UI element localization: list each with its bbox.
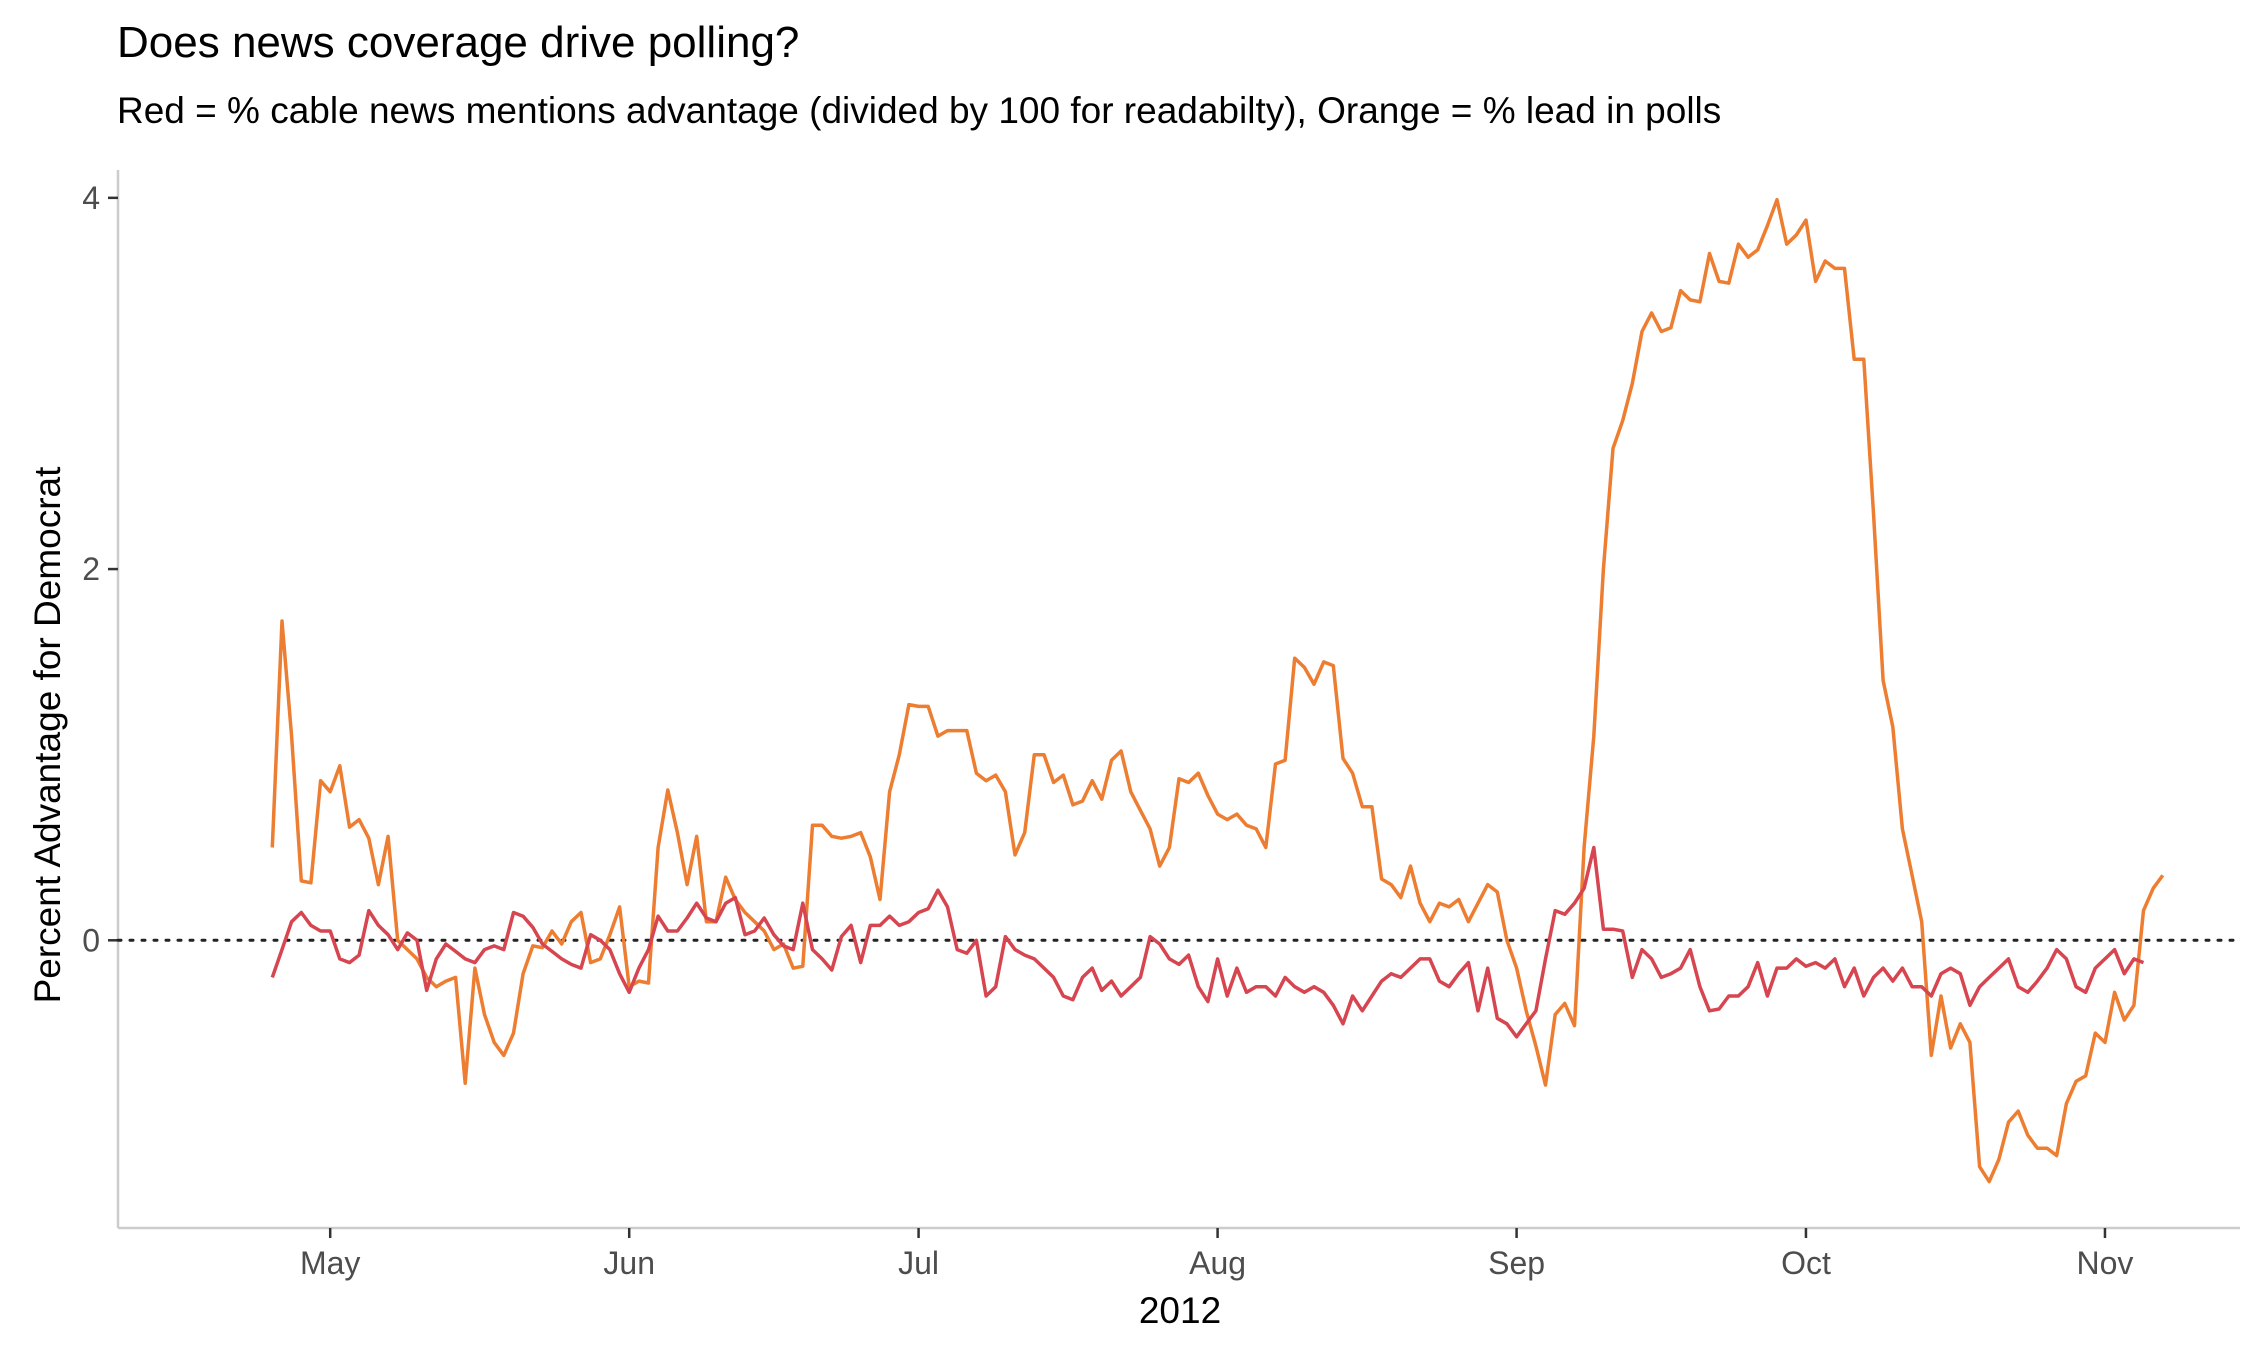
news-mentions-line xyxy=(270,845,2145,1039)
axes: 0 2 4 May Jun Jul Aug Sep Oct Nov xyxy=(82,170,2242,1281)
y-tick-label: 2 xyxy=(82,551,100,587)
x-tick-label: Jul xyxy=(898,1245,939,1281)
series-lines xyxy=(270,197,2165,1184)
y-tick-label: 0 xyxy=(82,922,100,958)
x-tick-label: May xyxy=(300,1245,360,1281)
poll-lead-line xyxy=(270,197,2165,1184)
x-tick-label: Nov xyxy=(2077,1245,2134,1281)
x-tick-label: Oct xyxy=(1781,1245,1831,1281)
x-tick-label: Sep xyxy=(1488,1245,1545,1281)
x-tick-label: Aug xyxy=(1189,1245,1246,1281)
x-tick-label: Jun xyxy=(603,1245,655,1281)
chart-title: Does news coverage drive polling? xyxy=(117,18,800,67)
x-axis-label: 2012 xyxy=(1138,1290,1222,1331)
y-tick-label: 4 xyxy=(82,180,100,216)
chart-subtitle: Red = % cable news mentions advantage (d… xyxy=(117,90,1722,131)
